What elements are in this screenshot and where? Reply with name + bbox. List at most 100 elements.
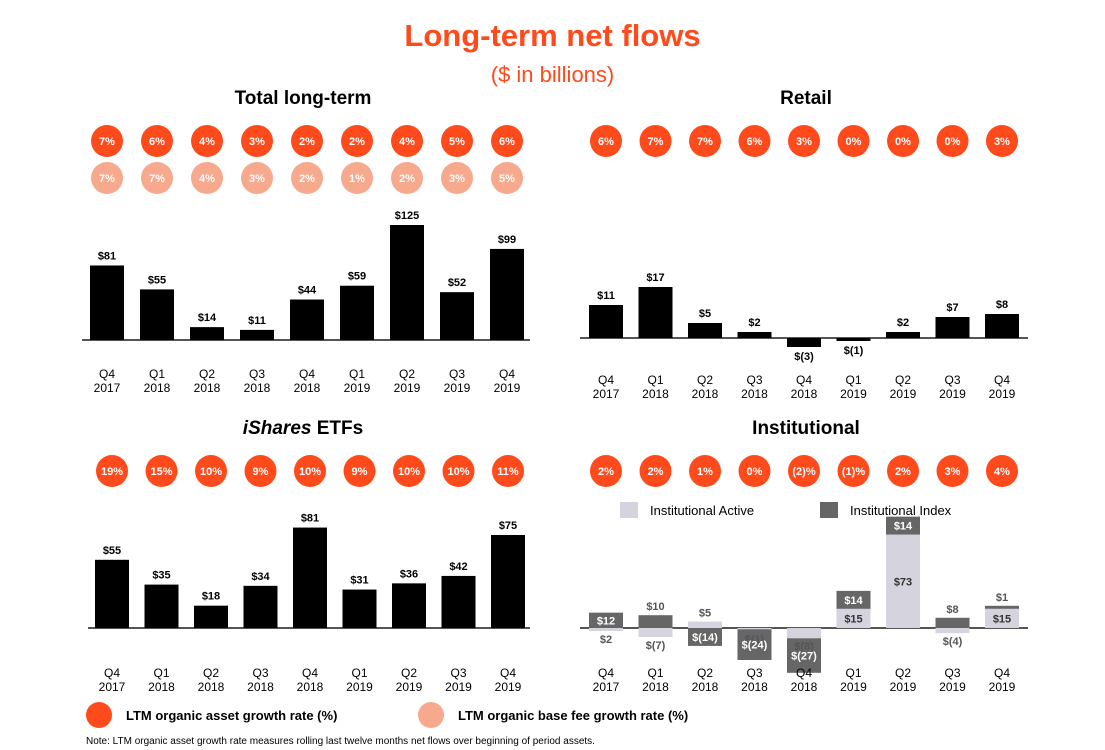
total-tick-year: 2018 (194, 381, 221, 395)
retail-tick-year: 2019 (840, 387, 867, 401)
ishares-tick-quarter: Q4 (104, 666, 120, 680)
ishares-asset-growth-circle (96, 455, 128, 487)
chart-title-retail: Retail (780, 88, 832, 109)
retail-tick-quarter: Q2 (697, 373, 713, 387)
inst-index-data-label: $8 (946, 604, 958, 616)
inst-asset-growth-label: 0% (747, 466, 763, 478)
ishares-asset-growth-label: 19% (101, 466, 123, 478)
inst-tick-year: 2019 (840, 680, 867, 694)
retail-bar (589, 305, 623, 338)
ishares-asset-growth-label: 10% (398, 466, 420, 478)
total-asset-growth-circle (191, 125, 223, 157)
total-tick-year: 2018 (144, 381, 171, 395)
ishares-bar (491, 535, 525, 628)
inst-asset-growth-circle (788, 455, 820, 487)
ishares-data-label: $35 (152, 570, 170, 582)
legend-asset-growth-label: LTM organic asset growth rate (%) (126, 707, 338, 723)
total-base-fee-growth-circle (141, 162, 173, 194)
page-subtitle: ($ in billions) (490, 62, 615, 87)
total-base-fee-growth-circle (91, 162, 123, 194)
total-bar (390, 225, 424, 340)
total-base-fee-growth-label: 2% (299, 173, 315, 185)
inst-asset-growth-label: 2% (895, 466, 911, 478)
inst-index-data-label: $1 (996, 592, 1008, 604)
total-base-fee-growth-label: 3% (249, 173, 265, 185)
total-bar (140, 289, 174, 340)
total-asset-growth-circle (91, 125, 123, 157)
inst-tick-year: 2018 (642, 680, 669, 694)
retail-data-label: $(1) (844, 345, 864, 357)
total-bar (490, 248, 524, 340)
inst-tick-quarter: Q2 (697, 666, 713, 680)
inst-asset-growth-circle (689, 455, 721, 487)
chart-title-institutional: Institutional (752, 418, 860, 439)
inst-asset-growth-circle (837, 455, 870, 487)
legend-asset-growth-swatch (86, 702, 112, 728)
retail-bar (836, 338, 871, 341)
inst-asset-growth-label: 2% (598, 466, 614, 478)
retail-tick-quarter: Q4 (994, 373, 1010, 387)
total-asset-growth-label: 2% (349, 136, 365, 148)
total-tick-year: 2019 (394, 381, 421, 395)
retail-tick-quarter: Q1 (647, 373, 663, 387)
inst-active-bar (836, 608, 871, 628)
total-base-fee-growth-label: 7% (149, 173, 165, 185)
total-asset-growth-label: 6% (149, 136, 165, 148)
ishares-data-label: $18 (202, 591, 220, 603)
ishares-data-label: $81 (301, 513, 319, 525)
ishares-tick-year: 2019 (396, 680, 423, 694)
total-tick-quarter: Q2 (399, 367, 415, 381)
ishares-bar (144, 584, 179, 628)
inst-active-data-label: $73 (894, 576, 912, 588)
inst-index-bar (787, 638, 821, 673)
inst-index-bar (985, 605, 1019, 609)
inst-tick-year: 2017 (593, 680, 620, 694)
ishares-asset-growth-label: 10% (447, 466, 469, 478)
inst-tick-quarter: Q2 (895, 666, 911, 680)
total-tick-quarter: Q4 (99, 367, 115, 381)
total-base-fee-growth-label: 2% (399, 173, 415, 185)
inst-asset-growth-circle (936, 455, 969, 487)
total-base-fee-growth-label: 4% (199, 173, 215, 185)
total-asset-growth-circle (341, 125, 373, 157)
total-tick-year: 2019 (444, 381, 471, 395)
ishares-tick-year: 2019 (445, 680, 472, 694)
ishares-asset-growth-label: 10% (200, 466, 222, 478)
total-bar (440, 292, 474, 340)
ishares-data-label: $36 (400, 568, 418, 580)
inst-active-data-label: $5 (699, 608, 711, 620)
retail-tick-quarter: Q2 (895, 373, 911, 387)
retail-tick-year: 2019 (989, 387, 1016, 401)
total-base-fee-growth-circle (241, 162, 273, 194)
total-tick-quarter: Q2 (199, 367, 215, 381)
retail-asset-growth-circle (936, 125, 969, 157)
retail-asset-growth-label: 6% (598, 136, 614, 148)
ishares-asset-growth-circle (442, 455, 475, 487)
total-asset-growth-label: 2% (299, 136, 315, 148)
inst-active-bar (787, 628, 821, 639)
retail-data-label: $11 (597, 290, 615, 302)
ishares-tick-quarter: Q3 (450, 666, 466, 680)
inst-index-bar (935, 617, 970, 628)
total-tick-quarter: Q3 (249, 367, 265, 381)
inst-active-data-label: $(7) (646, 640, 666, 652)
chart-title-total: Total long-term (234, 88, 372, 109)
inst-index-data-label: $(24) (742, 640, 768, 652)
inst-legend-active-swatch (620, 502, 638, 518)
inst-active-bar (886, 534, 920, 628)
inst-tick-year: 2019 (989, 680, 1016, 694)
total-base-fee-growth-label: 3% (449, 173, 465, 185)
retail-asset-growth-circle (887, 125, 919, 157)
inst-tick-year: 2018 (791, 680, 818, 694)
inst-index-bar (638, 615, 673, 628)
total-base-fee-growth-circle (191, 162, 223, 194)
inst-asset-growth-label: 2% (648, 466, 664, 478)
inst-tick-year: 2019 (890, 680, 917, 694)
inst-index-data-label: $14 (894, 521, 913, 533)
ishares-bar (441, 575, 476, 628)
total-bar (190, 327, 224, 340)
ishares-bar (392, 583, 426, 628)
inst-active-data-label: $(1) (745, 634, 765, 646)
footnote: Note: LTM organic asset growth rate meas… (86, 736, 595, 747)
total-base-fee-growth-label: 7% (99, 173, 115, 185)
